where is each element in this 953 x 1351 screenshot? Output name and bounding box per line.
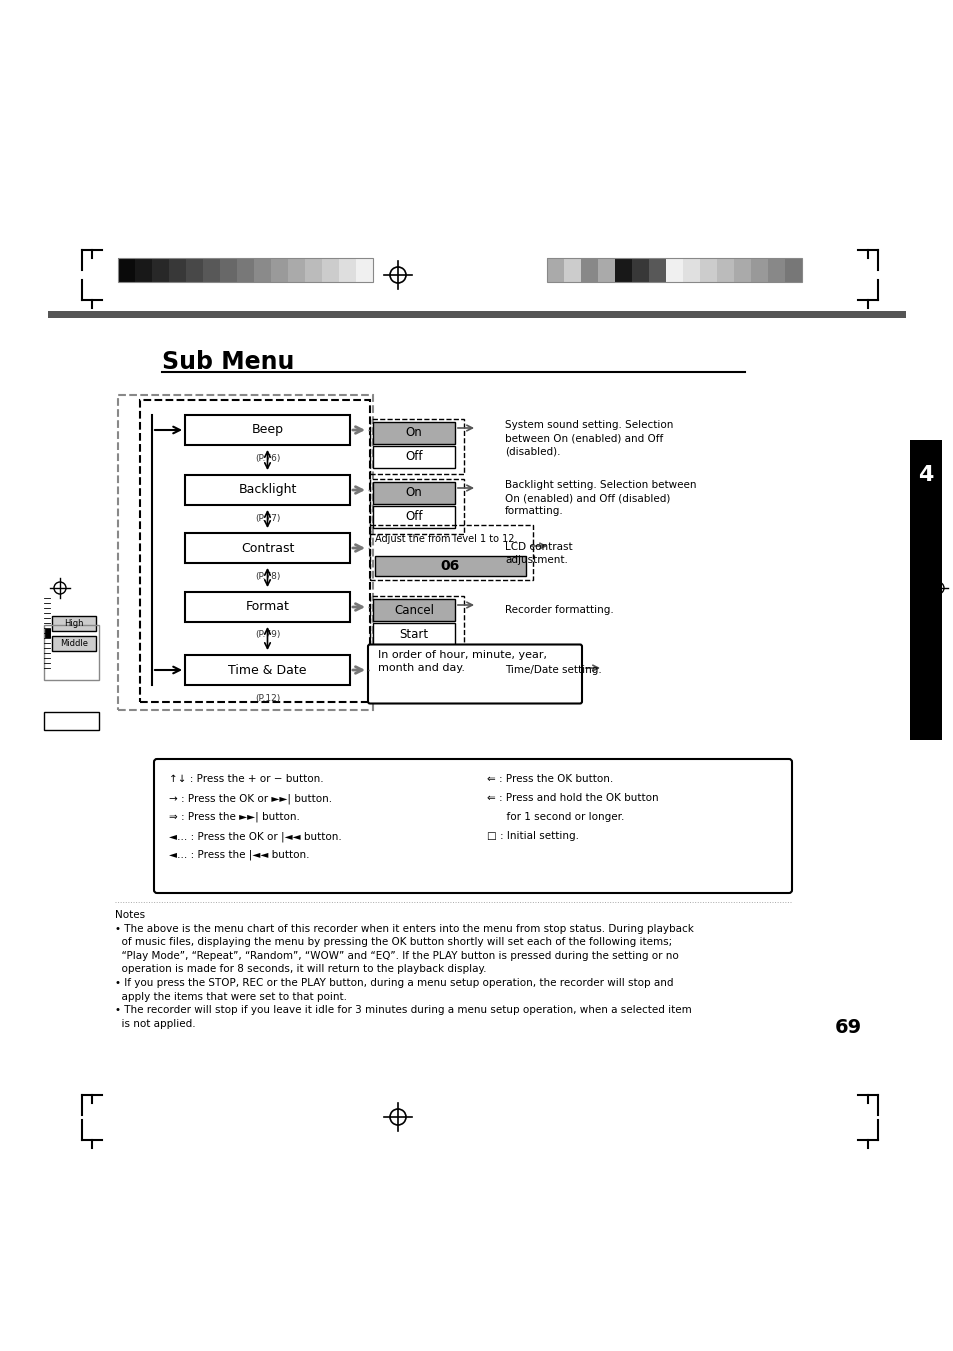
Bar: [271, 258, 288, 282]
Text: Backlight setting. Selection between
On (enabled) and Off (disabled)
formatting.: Backlight setting. Selection between On …: [504, 480, 696, 516]
Text: Contrast: Contrast: [240, 542, 294, 554]
Bar: [152, 258, 169, 282]
Bar: [44, 630, 51, 638]
Text: 06: 06: [440, 559, 459, 573]
Text: High: High: [64, 619, 84, 627]
Bar: [717, 258, 733, 282]
Text: Sub Menu: Sub Menu: [162, 350, 294, 374]
Bar: [44, 712, 99, 730]
Bar: [370, 480, 463, 534]
Text: (P.76): (P.76): [254, 454, 280, 462]
Bar: [767, 258, 784, 282]
Bar: [375, 557, 525, 576]
Bar: [52, 616, 96, 631]
Text: Menu List (MUSIC mode): Menu List (MUSIC mode): [921, 589, 929, 700]
Bar: [373, 623, 455, 644]
Bar: [580, 258, 598, 282]
Bar: [52, 636, 96, 651]
Bar: [784, 258, 801, 282]
Bar: [118, 258, 135, 282]
Bar: [236, 258, 253, 282]
Text: ⇒ : Press the ►►| button.: ⇒ : Press the ►►| button.: [169, 812, 299, 823]
Bar: [615, 258, 631, 282]
Bar: [186, 258, 203, 282]
Bar: [909, 440, 941, 740]
Text: Time/Date setting.: Time/Date setting.: [504, 665, 601, 676]
Bar: [169, 258, 186, 282]
Bar: [546, 258, 801, 282]
Bar: [700, 258, 717, 282]
Text: (P.12): (P.12): [254, 693, 280, 703]
Bar: [373, 482, 455, 504]
Text: Format: Format: [245, 600, 289, 613]
Bar: [253, 258, 271, 282]
Text: Backlight: Backlight: [238, 484, 296, 497]
Bar: [373, 507, 455, 528]
Bar: [370, 596, 463, 651]
Bar: [48, 311, 905, 317]
Text: Cancel: Cancel: [394, 604, 434, 616]
Bar: [648, 258, 665, 282]
Bar: [44, 626, 99, 680]
Text: ⇐ : Press and hold the OK button: ⇐ : Press and hold the OK button: [486, 793, 658, 802]
Bar: [665, 258, 682, 282]
Text: On: On: [405, 486, 422, 500]
Text: Start: Start: [399, 627, 428, 640]
Bar: [185, 655, 350, 685]
Text: Beep: Beep: [252, 423, 283, 436]
Bar: [370, 419, 463, 474]
Bar: [373, 422, 455, 444]
Bar: [288, 258, 305, 282]
Text: for 1 second or longer.: for 1 second or longer.: [486, 812, 623, 821]
Text: (P.79): (P.79): [254, 631, 280, 639]
Bar: [563, 258, 580, 282]
Text: 4: 4: [918, 465, 933, 485]
Text: ↑↓ : Press the + or − button.: ↑↓ : Press the + or − button.: [169, 774, 323, 784]
Text: On: On: [405, 427, 422, 439]
Bar: [185, 592, 350, 621]
Text: Recorder formatting.: Recorder formatting.: [504, 605, 613, 615]
Bar: [631, 258, 648, 282]
Bar: [750, 258, 767, 282]
Bar: [598, 258, 615, 282]
Bar: [546, 258, 563, 282]
Text: Off: Off: [405, 511, 422, 523]
Bar: [373, 598, 455, 621]
Text: 69: 69: [834, 1019, 862, 1038]
Text: System sound setting. Selection
between On (enabled) and Off
(disabled).: System sound setting. Selection between …: [504, 420, 673, 457]
Text: ⇐ : Press the OK button.: ⇐ : Press the OK button.: [486, 774, 613, 784]
Text: LCD contrast
adjustment.: LCD contrast adjustment.: [504, 542, 572, 565]
Bar: [370, 526, 533, 580]
Bar: [185, 476, 350, 505]
Text: ◄… : Press the OK or |◄◄ button.: ◄… : Press the OK or |◄◄ button.: [169, 831, 341, 842]
Bar: [682, 258, 700, 282]
FancyBboxPatch shape: [153, 759, 791, 893]
Bar: [203, 258, 220, 282]
Text: (P.78): (P.78): [254, 571, 280, 581]
Bar: [355, 258, 373, 282]
Bar: [118, 258, 373, 282]
Bar: [305, 258, 322, 282]
Bar: [185, 534, 350, 563]
Text: Middle: Middle: [60, 639, 88, 647]
Bar: [220, 258, 236, 282]
Text: ◄… : Press the |◄◄ button.: ◄… : Press the |◄◄ button.: [169, 850, 309, 861]
Bar: [322, 258, 338, 282]
Text: Adjust the from level 1 to 12.: Adjust the from level 1 to 12.: [375, 534, 517, 544]
Bar: [733, 258, 750, 282]
FancyBboxPatch shape: [368, 644, 581, 704]
Bar: [118, 394, 373, 711]
Text: Notes
• The above is the menu chart of this recorder when it enters into the men: Notes • The above is the menu chart of t…: [115, 911, 693, 1029]
Bar: [373, 446, 455, 467]
Text: Time & Date: Time & Date: [228, 663, 307, 677]
Bar: [135, 258, 152, 282]
Bar: [185, 415, 350, 444]
Text: (P.77): (P.77): [254, 513, 280, 523]
Text: Off: Off: [405, 450, 422, 463]
Text: In order of hour, minute, year,
month and day.: In order of hour, minute, year, month an…: [377, 650, 546, 673]
Bar: [140, 400, 370, 703]
Text: □ : Initial setting.: □ : Initial setting.: [486, 831, 578, 842]
Text: → : Press the OK or ►►| button.: → : Press the OK or ►►| button.: [169, 793, 332, 804]
Bar: [338, 258, 355, 282]
